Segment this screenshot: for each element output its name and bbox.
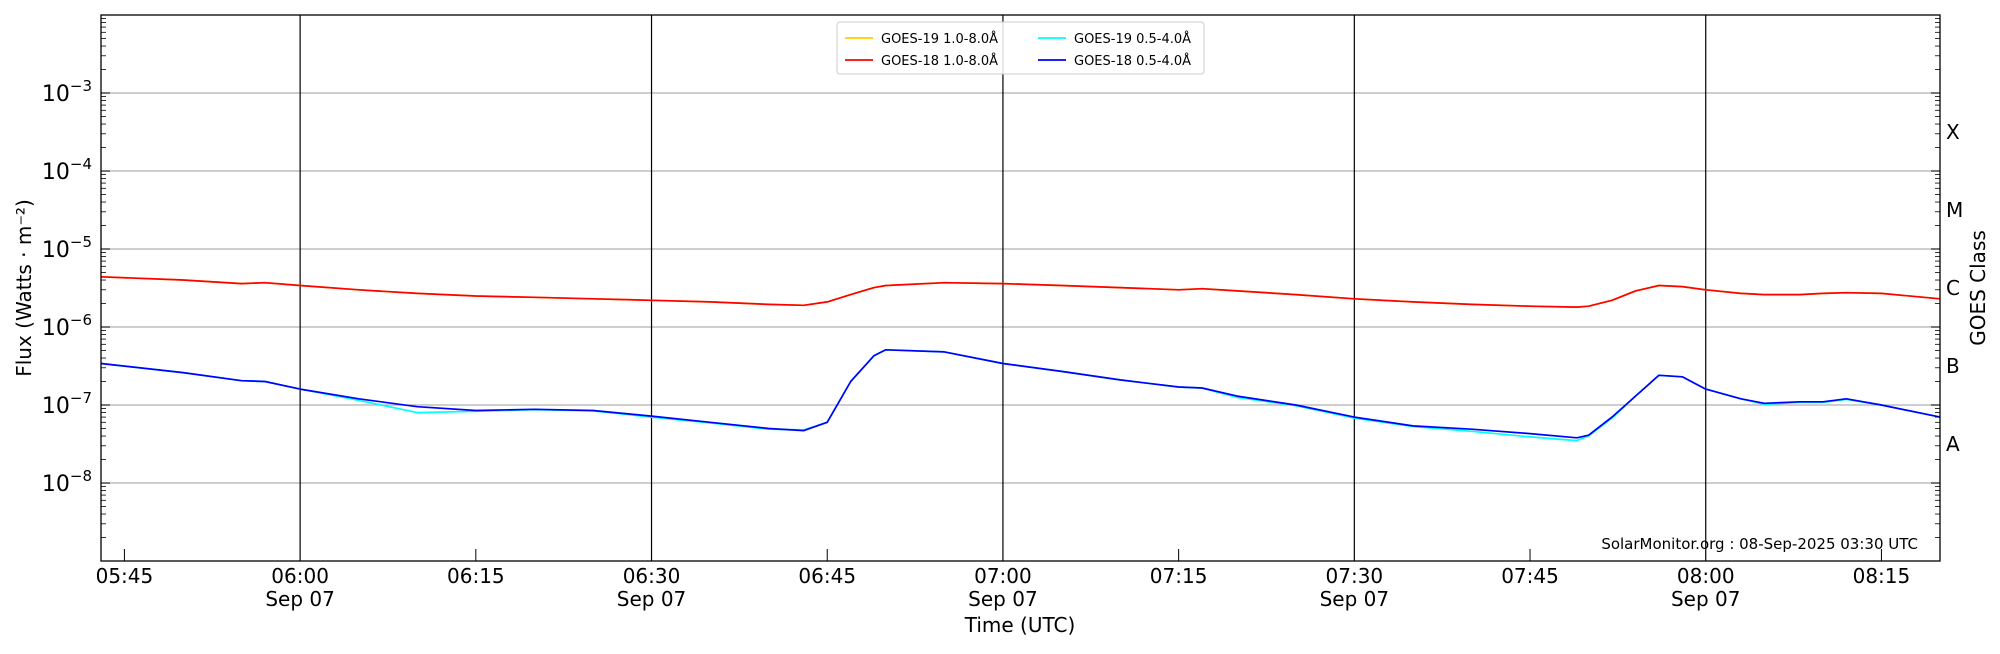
x-tick-label: 05:45	[96, 564, 154, 588]
goes-class-label-x: X	[1946, 120, 1960, 144]
y-axis-label: Flux (Watts · m⁻²)	[12, 199, 36, 377]
x-tick-date: Sep 07	[1671, 587, 1741, 611]
x-tick-date: Sep 07	[617, 587, 687, 611]
x-tick-date: Sep 07	[265, 587, 335, 611]
x-tick-label: 06:30	[623, 564, 681, 588]
y-tick-label: 10−4	[42, 155, 92, 185]
goes-class-label-c: C	[1946, 276, 1960, 300]
gridlines	[101, 92, 1940, 484]
goes-class-label-m: M	[1946, 198, 1963, 222]
goes-class-label-a: A	[1946, 432, 1960, 456]
x-tick-date: Sep 07	[1320, 587, 1390, 611]
y-tick-label: 10−7	[42, 389, 92, 419]
legend-label-2: GOES-19 0.5-4.0Å	[1074, 31, 1191, 47]
x-tick-label: 07:45	[1501, 564, 1559, 588]
plot-frame	[100, 14, 1941, 562]
x-tick-label: 07:15	[1150, 564, 1208, 588]
day-marker-lines	[299, 15, 1707, 561]
x-tick-label: 06:15	[447, 564, 505, 588]
y-tick-label: 10−6	[42, 311, 92, 341]
x-tick-label: 06:45	[798, 564, 856, 588]
legend-label-0: GOES-19 1.0-8.0Å	[881, 31, 998, 47]
series-line-2	[100, 348, 1941, 442]
goes-class-labels: X M C B A	[1946, 120, 1963, 456]
axis-ticks	[101, 14, 1940, 562]
x-tick-date: Sep 07	[968, 587, 1038, 611]
x-tick-label: 08:00	[1677, 564, 1735, 588]
y-tick-label: 10−5	[42, 233, 92, 263]
x-tick-label: 07:30	[1326, 564, 1384, 588]
x-tick-label: 06:00	[271, 564, 329, 588]
series-line-1	[100, 275, 1941, 308]
source-annotation: SolarMonitor.org : 08-Sep-2025 03:30 UTC	[1601, 535, 1918, 553]
x-axis-label: Time (UTC)	[964, 613, 1076, 637]
goes-class-label-b: B	[1946, 354, 1960, 378]
y-tick-label: 10−8	[42, 467, 92, 497]
series-line-0	[100, 275, 1941, 308]
series-line-3	[100, 348, 1941, 439]
series-lines	[100, 275, 1941, 442]
y2-axis-label: GOES Class	[1966, 230, 1990, 346]
legend-label-1: GOES-18 1.0-8.0Å	[881, 53, 998, 69]
legend-box	[836, 21, 1205, 75]
x-tick-label: 07:00	[974, 564, 1032, 588]
y-tick-labels: 10−3 10−4 10−5 10−6 10−7 10−8	[42, 77, 92, 497]
x-tick-label: 08:15	[1853, 564, 1911, 588]
y-tick-label: 10−3	[42, 77, 92, 107]
legend-label-3: GOES-18 0.5-4.0Å	[1074, 53, 1191, 69]
legend: GOES-19 1.0-8.0Å GOES-18 1.0-8.0Å GOES-19 …	[836, 21, 1205, 75]
